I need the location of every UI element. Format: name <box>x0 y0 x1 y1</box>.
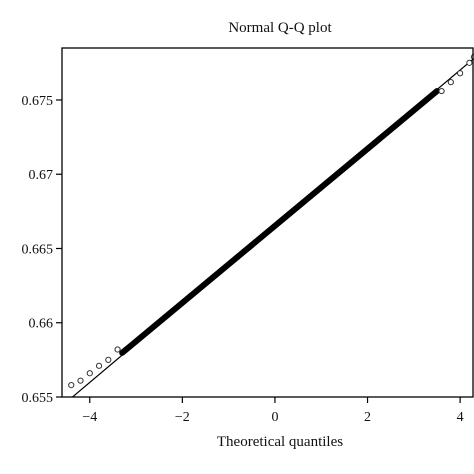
y-tick-label: 0.66 <box>29 317 54 332</box>
x-tick-label: −4 <box>82 410 97 425</box>
y-tick-label: 0.675 <box>22 94 54 109</box>
sample-point <box>77 377 84 384</box>
sample-point <box>95 362 103 369</box>
x-tick-label: −2 <box>175 410 190 425</box>
sample-point <box>114 346 121 353</box>
x-tick-label: 2 <box>364 410 371 425</box>
sample-point <box>457 70 464 77</box>
y-tick-label: 0.665 <box>22 242 54 257</box>
x-tick-label: 4 <box>457 410 464 425</box>
sample-point <box>466 59 473 66</box>
sample-point <box>68 382 75 389</box>
x-axis-label: Theoretical quantiles <box>217 434 343 450</box>
sample-point <box>86 370 93 377</box>
sample-point <box>438 87 445 95</box>
y-tick-label: 0.655 <box>22 391 54 406</box>
sample-point <box>105 356 112 363</box>
sample-points-band <box>119 88 440 356</box>
chart-title: Normal Q-Q plot <box>228 20 332 36</box>
sample-point <box>447 79 454 86</box>
x-tick-label: 0 <box>271 410 278 425</box>
plot-frame <box>61 47 474 398</box>
y-tick-label: 0.67 <box>29 168 54 183</box>
